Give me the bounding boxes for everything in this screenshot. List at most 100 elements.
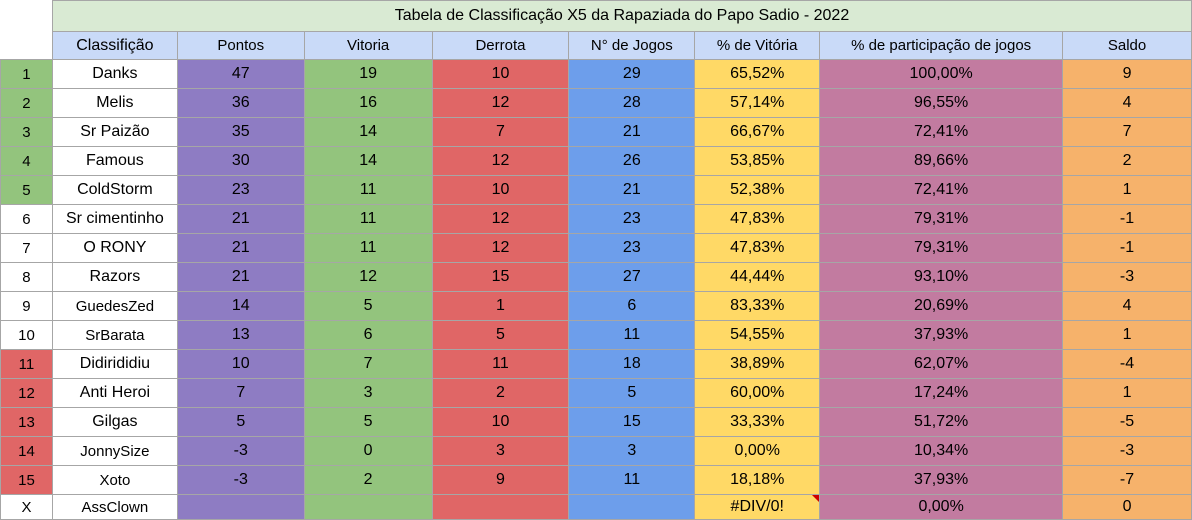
cell-saldo[interactable]: 2	[1062, 146, 1192, 176]
cell-vitoria[interactable]: 3	[303, 378, 433, 408]
cell-pct-vitoria[interactable]: 57,14%	[694, 88, 821, 118]
rank-cell[interactable]: 6	[0, 204, 53, 234]
rank-cell[interactable]: 1	[0, 59, 53, 89]
cell-saldo[interactable]: -1	[1062, 204, 1192, 234]
cell-derrota[interactable]: 12	[431, 204, 570, 234]
cell-saldo[interactable]: 4	[1062, 88, 1192, 118]
cell-pontos[interactable]: 30	[176, 146, 305, 176]
cell-pct-vitoria[interactable]: #DIV/0!	[694, 494, 821, 520]
cell-pct-participacao[interactable]: 93,10%	[819, 262, 1064, 292]
cell-pct-participacao[interactable]: 72,41%	[819, 117, 1064, 147]
cell-jogos[interactable]: 28	[568, 88, 696, 118]
cell-pontos[interactable]: 47	[176, 59, 305, 89]
cell-jogos[interactable]: 11	[568, 320, 696, 350]
cell-derrota[interactable]: 12	[431, 88, 570, 118]
cell-jogos[interactable]: 6	[568, 291, 696, 321]
cell-pct-vitoria[interactable]: 0,00%	[694, 436, 821, 466]
cell-vitoria[interactable]: 11	[303, 233, 433, 263]
rank-cell[interactable]: 8	[0, 262, 53, 292]
cell-pontos[interactable]: 21	[176, 204, 305, 234]
cell-saldo[interactable]: -3	[1062, 436, 1192, 466]
cell-saldo[interactable]: 4	[1062, 291, 1192, 321]
cell-pct-participacao[interactable]: 17,24%	[819, 378, 1064, 408]
cell-pct-vitoria[interactable]: 54,55%	[694, 320, 821, 350]
cell-pontos[interactable]: 7	[176, 378, 305, 408]
rank-cell[interactable]: 12	[0, 378, 53, 408]
cell-jogos[interactable]: 5	[568, 378, 696, 408]
cell-saldo[interactable]: -7	[1062, 465, 1192, 495]
player-name-cell[interactable]: Danks	[51, 59, 178, 89]
player-name-cell[interactable]: JonnySize	[51, 436, 178, 466]
cell-jogos[interactable]: 18	[568, 349, 696, 379]
cell-pct-participacao[interactable]: 10,34%	[819, 436, 1064, 466]
rank-cell[interactable]: 9	[0, 291, 53, 321]
cell-pct-participacao[interactable]: 79,31%	[819, 233, 1064, 263]
rank-cell[interactable]: 7	[0, 233, 53, 263]
cell-pct-vitoria[interactable]: 47,83%	[694, 204, 821, 234]
cell-saldo[interactable]: -1	[1062, 233, 1192, 263]
cell-pontos[interactable]: 36	[176, 88, 305, 118]
cell-saldo[interactable]: -3	[1062, 262, 1192, 292]
cell-pontos[interactable]: 21	[176, 233, 305, 263]
player-name-cell[interactable]: Sr Paizão	[51, 117, 178, 147]
cell-derrota[interactable]: 10	[431, 59, 570, 89]
cell-pct-vitoria[interactable]: 44,44%	[694, 262, 821, 292]
cell-derrota[interactable]: 3	[431, 436, 570, 466]
rank-cell[interactable]: 11	[0, 349, 53, 379]
cell-jogos[interactable]: 11	[568, 465, 696, 495]
cell-pct-participacao[interactable]: 62,07%	[819, 349, 1064, 379]
player-name-cell[interactable]: Anti Heroi	[51, 378, 178, 408]
player-name-cell[interactable]: ColdStorm	[51, 175, 178, 205]
rank-cell[interactable]: 10	[0, 320, 53, 350]
rank-cell[interactable]: 4	[0, 146, 53, 176]
header-pct-vitoria[interactable]: % de Vitória	[694, 31, 821, 60]
header-jogos[interactable]: N° de Jogos	[568, 31, 696, 60]
cell-jogos[interactable]: 29	[568, 59, 696, 89]
cell-pct-vitoria[interactable]: 60,00%	[694, 378, 821, 408]
cell-pontos[interactable]: 13	[176, 320, 305, 350]
cell-pontos[interactable]: 10	[176, 349, 305, 379]
cell-vitoria[interactable]: 5	[303, 407, 433, 437]
cell-pct-participacao[interactable]: 72,41%	[819, 175, 1064, 205]
cell-vitoria[interactable]	[303, 494, 433, 520]
cell-pontos[interactable]	[176, 494, 305, 520]
cell-derrota[interactable]: 7	[431, 117, 570, 147]
player-name-cell[interactable]: AssClown	[51, 494, 178, 520]
cell-pct-participacao[interactable]: 96,55%	[819, 88, 1064, 118]
cell-pontos[interactable]: 5	[176, 407, 305, 437]
cell-pontos[interactable]: -3	[176, 436, 305, 466]
cell-saldo[interactable]: -5	[1062, 407, 1192, 437]
cell-saldo[interactable]: 7	[1062, 117, 1192, 147]
cell-jogos[interactable]: 21	[568, 175, 696, 205]
cell-saldo[interactable]: 1	[1062, 378, 1192, 408]
cell-pct-participacao[interactable]: 0,00%	[819, 494, 1064, 520]
cell-saldo[interactable]: 9	[1062, 59, 1192, 89]
cell-saldo[interactable]: 1	[1062, 175, 1192, 205]
cell-vitoria[interactable]: 16	[303, 88, 433, 118]
player-name-cell[interactable]: O RONY	[51, 233, 178, 263]
rank-cell[interactable]: 2	[0, 88, 53, 118]
cell-pct-vitoria[interactable]: 83,33%	[694, 291, 821, 321]
cell-derrota[interactable]: 1	[431, 291, 570, 321]
cell-pct-participacao[interactable]: 37,93%	[819, 465, 1064, 495]
cell-pct-vitoria[interactable]: 33,33%	[694, 407, 821, 437]
header-pct-participacao[interactable]: % de participação de jogos	[819, 31, 1064, 60]
player-name-cell[interactable]: Melis	[51, 88, 178, 118]
cell-vitoria[interactable]: 5	[303, 291, 433, 321]
rank-cell[interactable]: 15	[0, 465, 53, 495]
cell-pct-vitoria[interactable]: 38,89%	[694, 349, 821, 379]
rank-cell[interactable]: 13	[0, 407, 53, 437]
cell-jogos[interactable]: 15	[568, 407, 696, 437]
player-name-cell[interactable]: Xoto	[51, 465, 178, 495]
cell-jogos[interactable]: 23	[568, 204, 696, 234]
cell-vitoria[interactable]: 7	[303, 349, 433, 379]
cell-saldo[interactable]: -4	[1062, 349, 1192, 379]
cell-jogos[interactable]: 27	[568, 262, 696, 292]
cell-vitoria[interactable]: 14	[303, 146, 433, 176]
cell-pct-vitoria[interactable]: 18,18%	[694, 465, 821, 495]
cell-derrota[interactable]: 5	[431, 320, 570, 350]
header-derrota[interactable]: Derrota	[431, 31, 570, 60]
cell-pontos[interactable]: -3	[176, 465, 305, 495]
rank-cell[interactable]: X	[0, 494, 53, 520]
cell-vitoria[interactable]: 11	[303, 175, 433, 205]
